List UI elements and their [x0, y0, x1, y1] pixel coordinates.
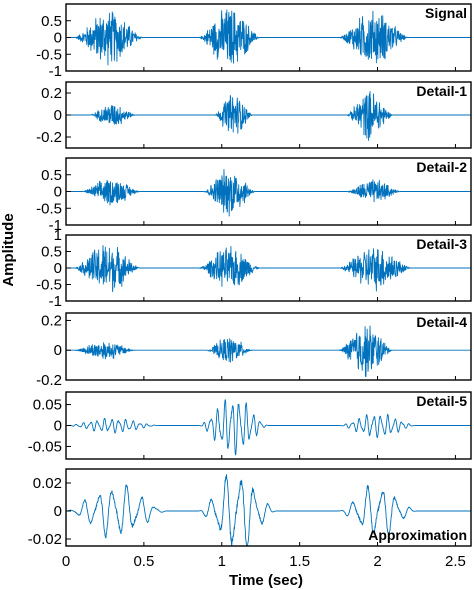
series-line-detail-2 — [65, 168, 472, 217]
x-tick-label: 2 — [373, 553, 381, 570]
panel-detail-5: 0.05 0 -0.05 Detail-5 — [28, 391, 472, 460]
series-line-approximation — [65, 474, 472, 547]
series-line-detail-5 — [65, 399, 472, 456]
axis-frame — [65, 468, 472, 547]
panel-label: Detail-5 — [416, 393, 467, 409]
series-line-detail-4 — [65, 325, 472, 378]
y-tick-label: -0.5 — [36, 46, 62, 63]
y-tick-label: -1 — [49, 293, 62, 310]
y-tick-label: 0 — [54, 260, 62, 277]
y-tick-label: 0 — [54, 30, 62, 47]
y-tick-label: 1 — [54, 227, 62, 244]
y-tick-label: 0.5 — [41, 167, 62, 184]
panel-label: Approximation — [368, 527, 467, 543]
x-tick-label: 0 — [62, 553, 70, 570]
y-tick-label: -0.2 — [36, 129, 62, 146]
y-tick-label: 0.5 — [41, 244, 62, 261]
x-tick-label: 0.5 — [133, 553, 154, 570]
y-tick-label: 0 — [54, 342, 62, 359]
y-tick-label: -1 — [49, 63, 62, 80]
y-tick-label: 0.02 — [33, 475, 62, 492]
x-axis: 0 0.5 1 1.5 2 2.5 — [62, 553, 466, 570]
panel-label: Signal — [425, 5, 467, 21]
y-tick-label: -0.5 — [36, 200, 62, 217]
panel-detail-1: 0.2 0 -0.2 Detail-1 — [36, 81, 472, 149]
panel-signal: 0.50-0.5-1 Signal — [36, 3, 472, 80]
y-tick-label: 0.2 — [41, 312, 62, 329]
y-tick-label: -0.05 — [28, 438, 62, 455]
panel-approximation: 0.02 0 -0.02 Approximation — [28, 468, 472, 548]
y-tick-label: 0.05 — [33, 397, 62, 414]
panel-detail-4: 0.2 0 -0.2 Detail-4 — [36, 312, 472, 389]
series-line-detail-3 — [65, 245, 472, 293]
y-tick-label: -1 — [49, 217, 62, 234]
y-tick-label: -0.2 — [36, 372, 62, 389]
x-tick-label: 1.5 — [289, 553, 310, 570]
y-tick-label: 0 — [54, 184, 62, 201]
series-line-detail-1 — [65, 91, 472, 141]
axis-frame — [65, 312, 472, 381]
y-axis-title: Amplitude — [0, 213, 17, 286]
panel-label: Detail-3 — [416, 236, 467, 252]
y-tick-label: 0.5 — [41, 13, 62, 30]
panels-group: 0.50-0.5-1Signal0.20-0.2Detail-10.50-0.5… — [28, 3, 472, 548]
y-tick-label: 0.2 — [41, 85, 62, 102]
panel-detail-3: 10.50-0.5-1 Detail-3 — [36, 227, 472, 310]
y-tick-label: -0.02 — [28, 531, 62, 548]
panel-label: Detail-4 — [416, 314, 467, 330]
y-tick-label: -0.5 — [36, 277, 62, 294]
y-tick-label: 0 — [54, 503, 62, 520]
y-tick-label: 0 — [54, 418, 62, 435]
panel-detail-2: 0.50-0.5-1 Detail-2 — [36, 157, 472, 234]
panel-label: Detail-1 — [416, 83, 467, 99]
y-tick-label: 0 — [54, 107, 62, 124]
panel-label: Detail-2 — [416, 159, 467, 175]
x-tick-label: 2.5 — [445, 553, 466, 570]
x-axis-title: Time (sec) — [229, 572, 303, 589]
series-line-signal — [65, 9, 472, 66]
x-tick-label: 1 — [218, 553, 226, 570]
